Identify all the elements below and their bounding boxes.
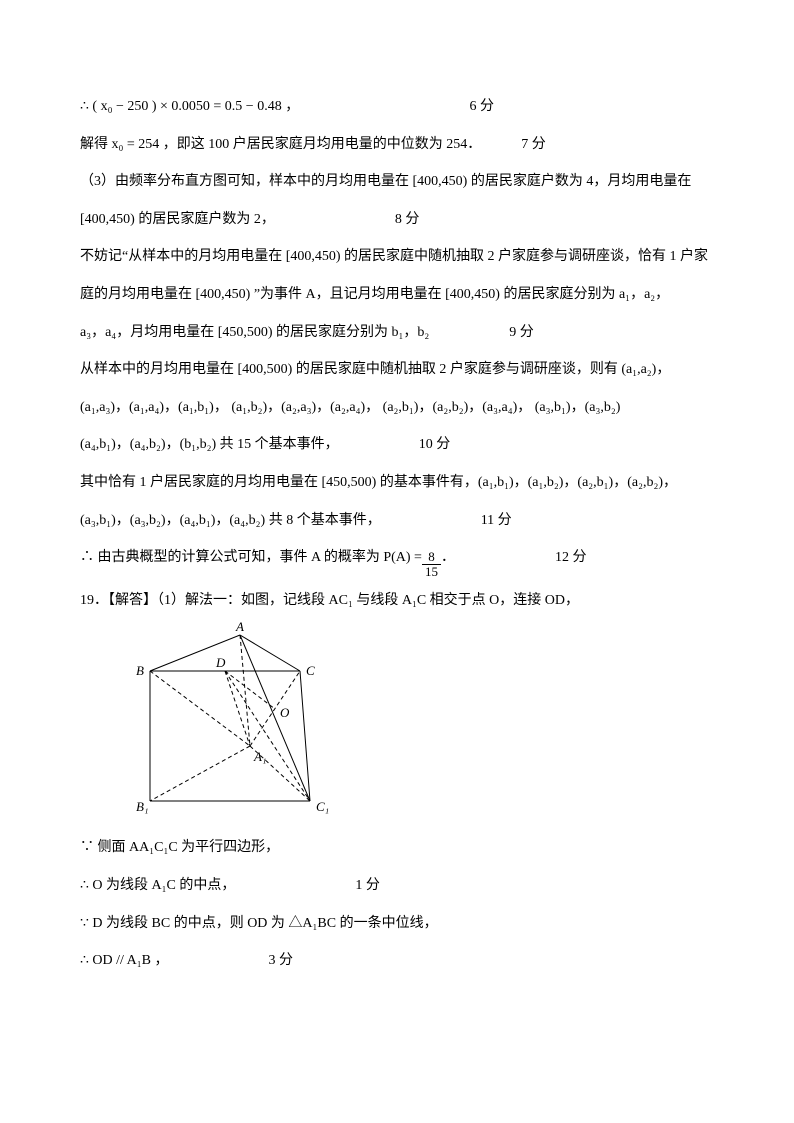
svg-text:C₁: C₁ <box>316 799 329 814</box>
score-mark: 6 分 <box>470 90 495 124</box>
svg-text:B₁: B₁ <box>136 799 148 814</box>
text-line: (a₄,b₁)，(a₄,b₂)，(b₁,b₂) 共 15 个基本事件， 10 分 <box>80 428 714 462</box>
text-line: 解得 x₀ = 254 ，即这 100 户居民家庭月均用电量的中位数为 254．… <box>80 128 714 162</box>
score-mark: 3 分 <box>268 944 293 978</box>
text-line: 从样本中的月均用电量在 [400,500) 的居民家庭中随机抽取 2 户家庭参与… <box>80 353 714 387</box>
text-line: [400,450) 的居民家庭户数为 2， 8 分 <box>80 203 714 237</box>
svg-text:D: D <box>215 655 226 670</box>
svg-text:A₁: A₁ <box>253 749 266 764</box>
text-line: ∴ OD // A₁B ， 3 分 <box>80 944 714 978</box>
fraction-numerator: 8 <box>422 550 441 565</box>
text-line: 不妨记“从样本中的月均用电量在 [400,450) 的居民家庭中随机抽取 2 户… <box>80 240 714 274</box>
text-line: ∵ 侧面 AA₁C₁C 为平行四边形， <box>80 831 714 865</box>
math-text: ∴ OD // A₁B ， <box>80 944 168 978</box>
math-text: ∴ ( x₀ − 250 ) × 0.0050 = 0.5 − 0.48 ， <box>80 90 299 124</box>
svg-text:A: A <box>235 621 244 634</box>
score-mark: 12 分 <box>555 541 587 575</box>
score-mark: 10 分 <box>419 428 451 462</box>
math-text: 其中恰有 1 户居民家庭的月均用电量在 [450,500) 的基本事件有，(a₁… <box>80 466 677 500</box>
text-line: a₃，a₄，月均用电量在 [450,500) 的居民家庭分别为 b₁，b₂ 9 … <box>80 316 714 350</box>
score-mark: 7 分 <box>521 128 546 162</box>
score-mark: 1 分 <box>355 869 380 903</box>
text-line: 其中恰有 1 户居民家庭的月均用电量在 [450,500) 的基本事件有，(a₁… <box>80 466 714 500</box>
text-line: （3）由频率分布直方图可知，样本中的月均用电量在 [400,450) 的居民家庭… <box>80 165 714 199</box>
math-text: 庭的月均用电量在 [400,450) ”为事件 A，且记月均用电量在 [400,… <box>80 278 669 312</box>
text-line: (a₃,b₁)，(a₃,b₂)，(a₄,b₁)，(a₄,b₂) 共 8 个基本事… <box>80 504 714 538</box>
text-line: 庭的月均用电量在 [400,450) ”为事件 A，且记月均用电量在 [400,… <box>80 278 714 312</box>
math-text: ． <box>441 541 455 575</box>
svg-text:B: B <box>136 663 144 678</box>
math-text: (a₃,b₁)，(a₃,b₂)，(a₄,b₁)，(a₄,b₂) 共 8 个基本事… <box>80 504 381 538</box>
math-text: a₃，a₄，月均用电量在 [450,500) 的居民家庭分别为 b₁，b₂ <box>80 316 429 350</box>
math-text: 19．【解答】（1）解法一：如图，记线段 AC₁ 与线段 A₁C 相交于点 O，… <box>80 584 579 618</box>
math-text: 解得 x₀ = 254 ，即这 100 户居民家庭月均用电量的中位数为 254． <box>80 128 481 162</box>
math-text: ∵ D 为线段 BC 的中点，则 OD 为 △A₁BC 的一条中位线， <box>80 907 438 941</box>
math-text: （3）由频率分布直方图可知，样本中的月均用电量在 [400,450) 的居民家庭… <box>80 165 691 199</box>
text-line: ∴ 由古典概型的计算公式可知，事件 A 的概率为 P(A) = 8 15 ． 1… <box>80 541 714 580</box>
geometry-diagram: A B C D A₁ B₁ C₁ O <box>120 621 340 821</box>
math-text: ∴ 由古典概型的计算公式可知，事件 A 的概率为 P(A) = <box>80 541 422 575</box>
math-text: (a₄,b₁)，(a₄,b₂)，(b₁,b₂) 共 15 个基本事件， <box>80 428 339 462</box>
fraction: 8 15 <box>422 550 441 580</box>
score-mark: 9 分 <box>509 316 534 350</box>
text-line: ∵ D 为线段 BC 的中点，则 OD 为 △A₁BC 的一条中位线， <box>80 907 714 941</box>
text-line: 19．【解答】（1）解法一：如图，记线段 AC₁ 与线段 A₁C 相交于点 O，… <box>80 584 714 618</box>
text-line: (a₁,a₃)，(a₁,a₄)，(a₁,b₁)， (a₁,b₂)，(a₂,a₃)… <box>80 391 714 425</box>
math-text: 不妨记“从样本中的月均用电量在 [400,450) 的居民家庭中随机抽取 2 户… <box>80 240 708 274</box>
text-line: ∴ ( x₀ − 250 ) × 0.0050 = 0.5 − 0.48 ， 6… <box>80 90 714 124</box>
math-text: ∵ 侧面 AA₁C₁C 为平行四边形， <box>80 831 279 865</box>
score-mark: 11 分 <box>481 504 512 538</box>
svg-text:O: O <box>280 705 290 720</box>
math-text: (a₁,a₃)，(a₁,a₄)，(a₁,b₁)， (a₁,b₂)，(a₂,a₃)… <box>80 391 620 425</box>
page: ∴ ( x₀ − 250 ) × 0.0050 = 0.5 − 0.48 ， 6… <box>0 0 794 1123</box>
fraction-denominator: 15 <box>422 565 441 579</box>
math-text: ∴ O 为线段 A₁C 的中点， <box>80 869 235 903</box>
math-text: 从样本中的月均用电量在 [400,500) 的居民家庭中随机抽取 2 户家庭参与… <box>80 353 670 387</box>
text-line: ∴ O 为线段 A₁C 的中点， 1 分 <box>80 869 714 903</box>
svg-text:C: C <box>306 663 315 678</box>
math-text: [400,450) 的居民家庭户数为 2， <box>80 203 275 237</box>
score-mark: 8 分 <box>395 203 420 237</box>
